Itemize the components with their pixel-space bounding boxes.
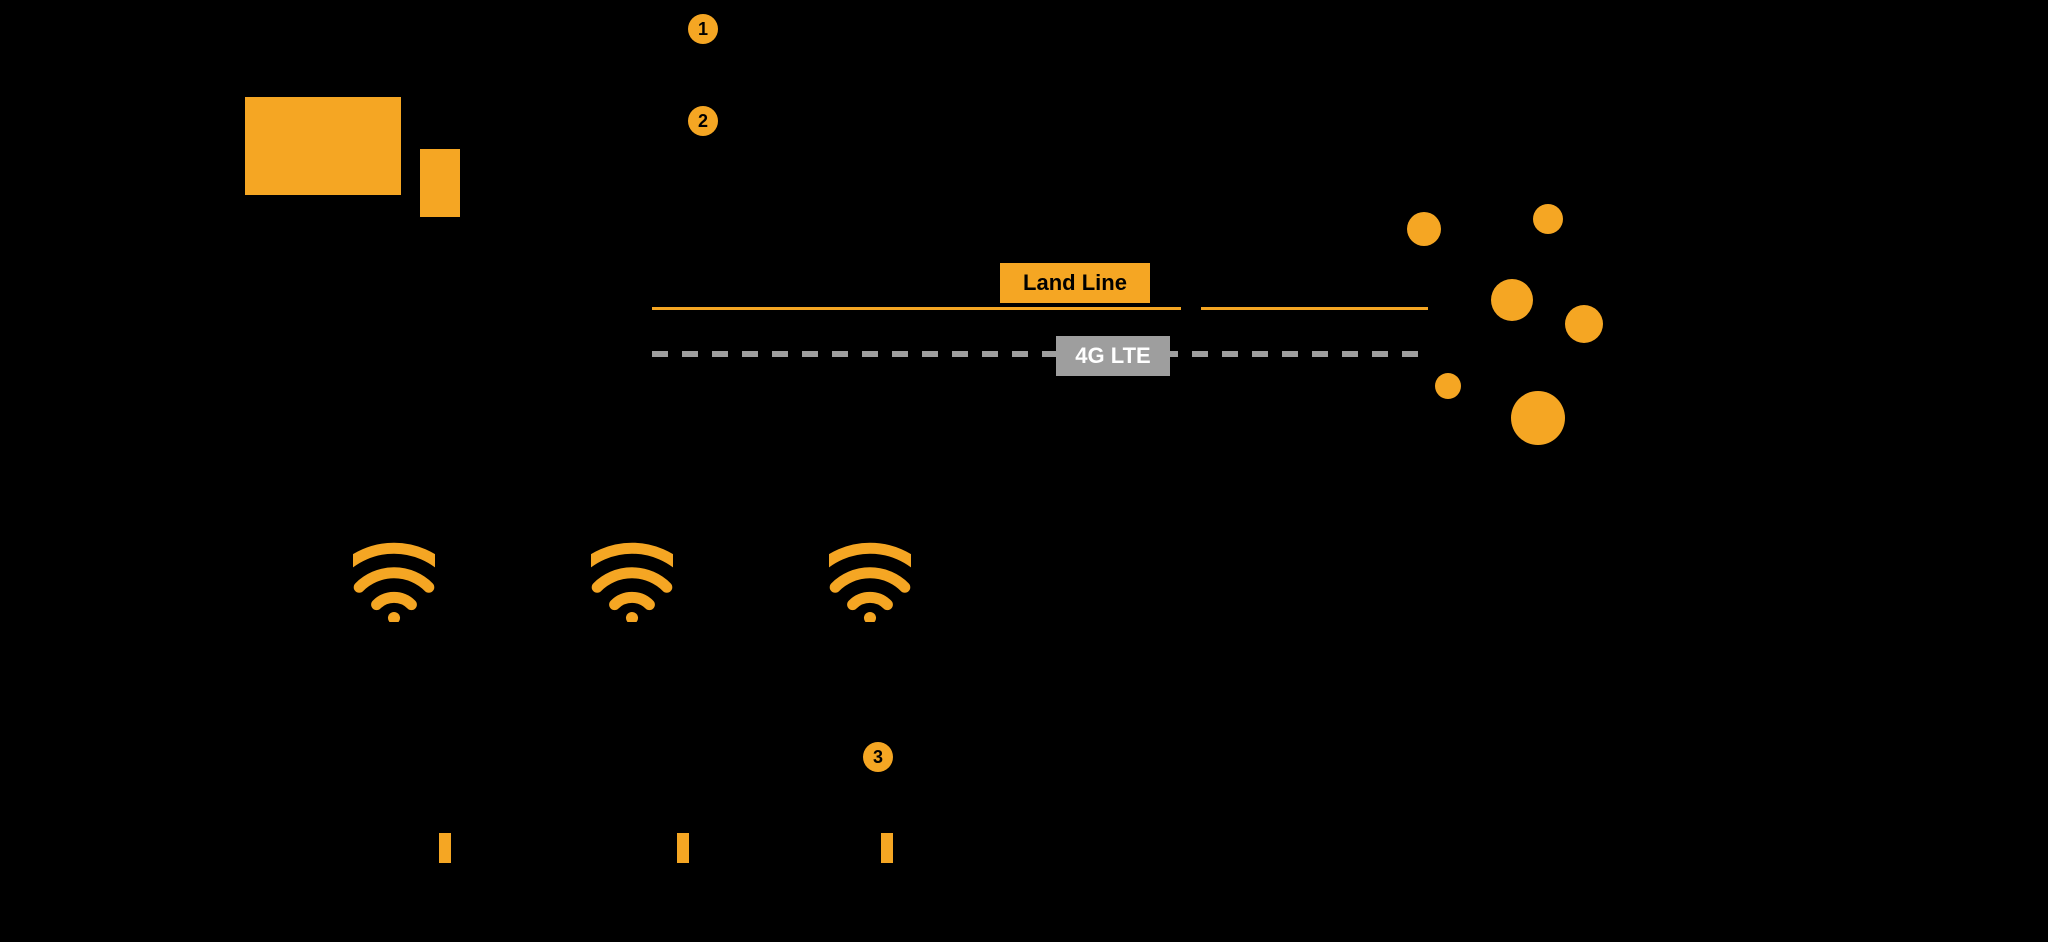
cluster-dot <box>1407 212 1441 246</box>
step-badge-3-num: 3 <box>873 747 883 768</box>
device-small-rect <box>420 149 460 217</box>
step-badge-1: 1 <box>688 14 718 44</box>
monitor-screen-rect <box>245 97 401 195</box>
step-badge-2: 2 <box>688 106 718 136</box>
cluster-dot <box>1565 305 1603 343</box>
land-line-segment-1 <box>652 307 1181 310</box>
diagram-stage: 1 2 3 Land Line 4G LTE <box>0 0 2048 942</box>
land-line-segment-2 <box>1201 307 1428 310</box>
label-4g-lte-text: 4G LTE <box>1075 343 1150 369</box>
step-badge-1-num: 1 <box>698 19 708 40</box>
wifi-icon <box>353 540 435 622</box>
wifi-icon <box>591 540 673 622</box>
wifi-icon <box>829 540 911 622</box>
cluster-dot <box>1435 373 1461 399</box>
cluster-dot <box>1533 204 1563 234</box>
lte-dashed-line <box>652 351 1425 357</box>
cluster-dot <box>1491 279 1533 321</box>
indicator-bar <box>439 833 451 863</box>
label-land-line-text: Land Line <box>1023 270 1127 296</box>
label-land-line: Land Line <box>1000 263 1150 303</box>
step-badge-2-num: 2 <box>698 111 708 132</box>
label-4g-lte: 4G LTE <box>1056 336 1170 376</box>
cluster-dot <box>1511 391 1565 445</box>
indicator-bar <box>881 833 893 863</box>
indicator-bar <box>677 833 689 863</box>
step-badge-3: 3 <box>863 742 893 772</box>
